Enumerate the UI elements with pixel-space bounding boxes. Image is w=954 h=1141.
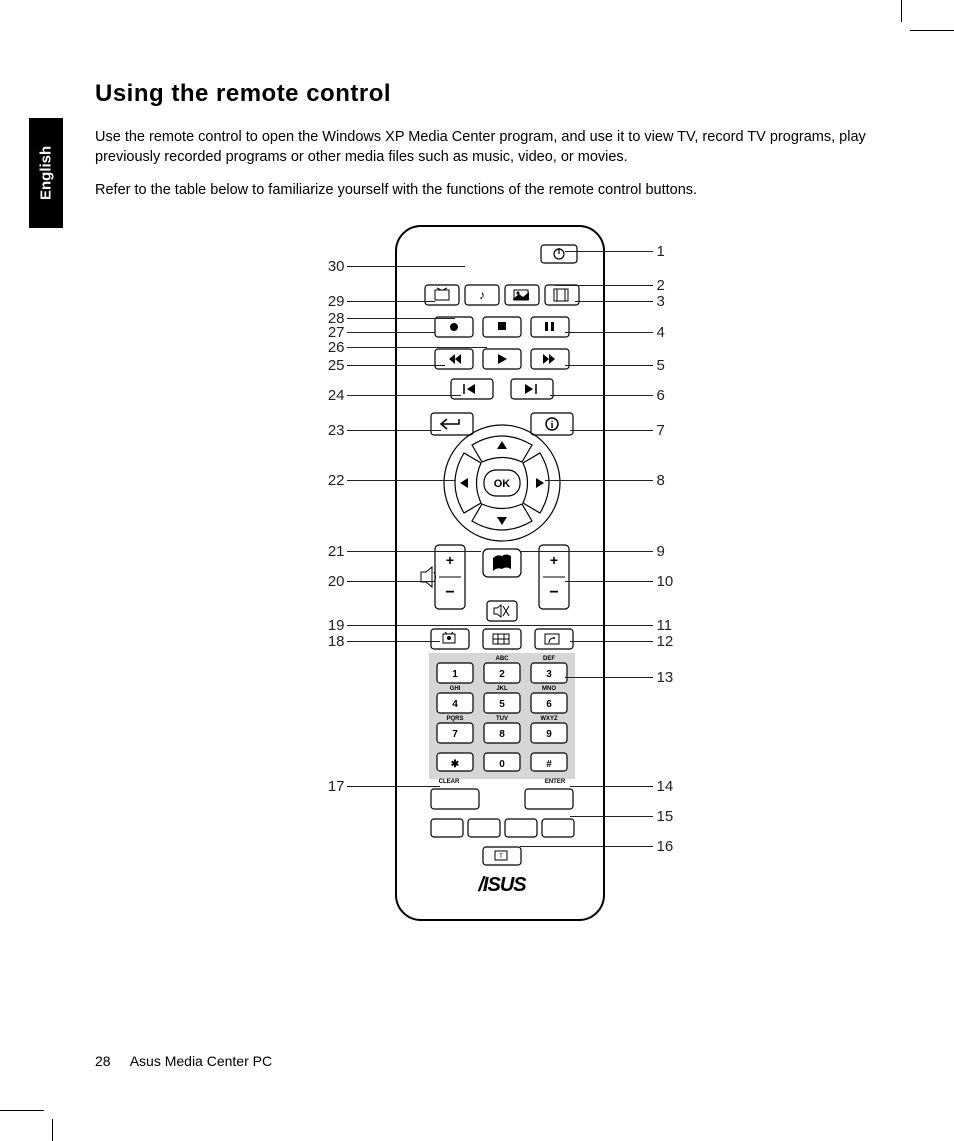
svg-text:DEF: DEF	[543, 656, 555, 662]
callout-24: 24	[305, 387, 345, 404]
callout-9: 9	[657, 543, 697, 560]
callout-23: 23	[305, 422, 345, 439]
callout-21: 21	[305, 543, 345, 560]
callout-26: 26	[305, 339, 345, 356]
svg-text:1: 1	[452, 669, 458, 680]
svg-text:−: −	[549, 584, 558, 601]
callout-30: 30	[305, 258, 345, 275]
svg-text:2: 2	[499, 669, 505, 680]
callout-3: 3	[657, 293, 697, 310]
page-footer: 28 Asus Media Center PC	[95, 1053, 272, 1069]
svg-text:5: 5	[499, 699, 505, 710]
callout-6: 6	[657, 387, 697, 404]
svg-text:T: T	[499, 854, 503, 860]
callout-14: 14	[657, 778, 697, 795]
svg-text:PQRS: PQRS	[446, 716, 463, 722]
svg-text:GHI: GHI	[449, 686, 460, 692]
svg-text:−: −	[445, 584, 454, 601]
callout-19: 19	[305, 617, 345, 634]
callout-12: 12	[657, 633, 697, 650]
svg-text:/ISUS: /ISUS	[477, 874, 527, 896]
svg-text:ENTER: ENTER	[544, 779, 565, 785]
callout-29: 29	[305, 293, 345, 310]
svg-text:0: 0	[499, 759, 505, 770]
footer-title: Asus Media Center PC	[130, 1053, 272, 1069]
page-heading: Using the remote control	[95, 80, 894, 108]
callout-20: 20	[305, 573, 345, 590]
callout-8: 8	[657, 472, 697, 489]
svg-text:WXYZ: WXYZ	[540, 716, 558, 722]
callout-5: 5	[657, 357, 697, 374]
callout-22: 22	[305, 472, 345, 489]
callout-16: 16	[657, 838, 697, 855]
svg-text:#: #	[546, 759, 552, 770]
callout-15: 15	[657, 808, 697, 825]
callout-17: 17	[305, 778, 345, 795]
svg-text:8: 8	[499, 729, 505, 740]
page-number: 28	[95, 1053, 111, 1069]
svg-text:OK: OK	[493, 478, 510, 490]
callout-1: 1	[657, 243, 697, 260]
callout-13: 13	[657, 669, 697, 686]
svg-text:MNO: MNO	[542, 686, 556, 692]
svg-text:+: +	[549, 552, 557, 568]
svg-text:✱: ✱	[450, 759, 459, 770]
svg-text:CLEAR: CLEAR	[438, 779, 459, 785]
callout-10: 10	[657, 573, 697, 590]
svg-text:JKL: JKL	[496, 686, 508, 692]
remote-diagram: ♪	[275, 219, 715, 939]
svg-text:9: 9	[546, 729, 552, 740]
svg-text:+: +	[445, 552, 453, 568]
svg-text:ABC: ABC	[495, 656, 509, 662]
callout-7: 7	[657, 422, 697, 439]
callout-18: 18	[305, 633, 345, 650]
svg-text:7: 7	[452, 729, 458, 740]
callout-11: 11	[657, 617, 697, 634]
page-content: Using the remote control Use the remote …	[0, 0, 954, 999]
svg-text:3: 3	[546, 669, 552, 680]
svg-text:♪: ♪	[479, 288, 485, 302]
svg-text:i: i	[550, 420, 553, 431]
callout-4: 4	[657, 324, 697, 341]
shortcut-row: ♪	[425, 285, 579, 305]
intro-paragraph: Use the remote control to open the Windo…	[95, 128, 894, 167]
svg-text:6: 6	[546, 699, 552, 710]
ref-paragraph: Refer to the table below to familiarize …	[95, 181, 894, 201]
callout-2: 2	[657, 277, 697, 294]
callout-25: 25	[305, 357, 345, 374]
svg-text:4: 4	[452, 699, 458, 710]
svg-text:TUV: TUV	[496, 716, 508, 722]
